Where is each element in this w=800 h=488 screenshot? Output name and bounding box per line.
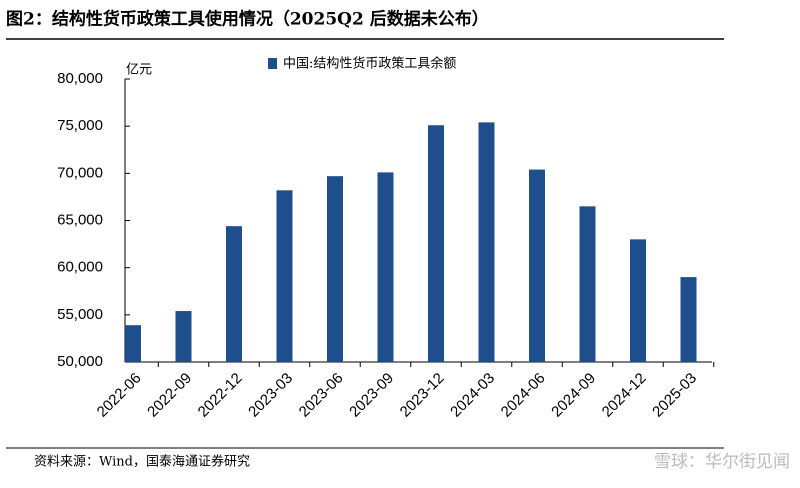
x-tick-label: 2023-09 (346, 370, 397, 421)
bar (327, 176, 343, 362)
watermark: 雪球：华尔街见闻 (654, 452, 790, 472)
bar (428, 125, 444, 363)
bar (478, 122, 495, 362)
x-tick-label: 2022-06 (94, 370, 145, 421)
y-tick-label: 55,000 (57, 306, 103, 323)
bar (377, 172, 394, 362)
x-tick-label: 2022-09 (144, 370, 195, 421)
bar (125, 325, 141, 362)
x-tick-label: 2024-06 (498, 370, 549, 421)
y-tick-label: 60,000 (57, 259, 103, 276)
x-tick-label: 2023-12 (397, 370, 448, 421)
legend-label: 中国:结构性货币政策工具余额 (283, 56, 456, 72)
x-tick-label: 2023-06 (296, 370, 347, 421)
y-tick-label: 65,000 (57, 211, 103, 228)
bar (579, 206, 596, 362)
y-tick-label: 75,000 (57, 117, 103, 134)
x-tick-label: 2025-03 (649, 370, 700, 421)
x-tick-label: 2022-12 (195, 370, 246, 421)
bar (630, 239, 646, 362)
y-unit: 亿元 (126, 63, 152, 78)
chart-title: 图2：结构性货币政策工具使用情况（2025Q2 后数据未公布） (6, 9, 489, 30)
y-tick-label: 70,000 (57, 164, 103, 181)
x-tick-label: 2024-09 (548, 370, 599, 421)
y-tick-label: 50,000 (57, 353, 103, 370)
bar (226, 226, 242, 362)
bar (175, 311, 192, 362)
legend-swatch (268, 58, 277, 69)
x-tick-label: 2023-03 (245, 370, 296, 421)
x-tick-label: 2024-12 (599, 370, 650, 421)
bar (276, 190, 293, 362)
source: 资料来源：Wind，国泰海通证券研究 (34, 454, 250, 470)
bar (529, 169, 545, 362)
y-tick-label: 80,000 (57, 70, 103, 87)
x-tick-label: 2024-03 (447, 370, 498, 421)
bar (680, 277, 697, 362)
